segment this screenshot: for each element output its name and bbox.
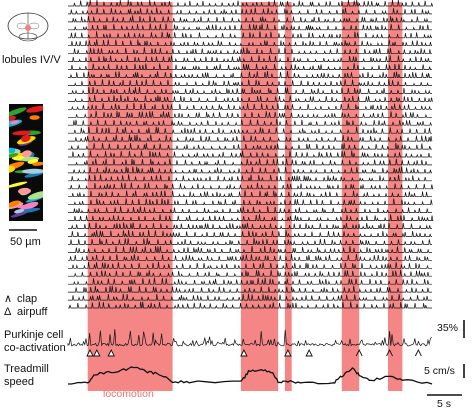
cell-trace [68,261,432,269]
cell-trace [68,118,432,126]
event-markers [86,348,422,357]
time-scale-label: 5 s [437,398,451,409]
airpuff-marker [93,348,101,357]
roi-blob [27,191,43,200]
cell-trace [68,79,432,86]
roi-blob [21,134,31,142]
cell-trace [68,285,432,293]
roi-blob [26,105,43,113]
airpuff-symbol: Δ [4,306,12,318]
airpuff-legend-label: airpuff [17,306,48,318]
airpuff-marker [107,348,115,357]
cell-trace [68,182,434,190]
speed-label-line1: Treadmill [4,363,49,375]
cell-trace [68,166,432,174]
clap-symbol: ∧ [4,293,12,305]
clap-marker [386,348,393,357]
cell-activity-traces [68,0,434,309]
cell-trace [68,31,432,39]
roi-blob [9,200,20,208]
cell-trace [68,198,433,206]
coactivation-label-line1: Purkinje cell [4,329,63,341]
roi-blob [9,115,16,123]
cell-trace [68,293,432,301]
roi-blob [12,130,32,136]
clap-marker [355,348,363,357]
cell-trace [68,94,433,102]
roi-blob [21,150,32,158]
coactivation-trace [67,329,432,347]
speed-trace [68,366,433,385]
cell-trace [68,158,432,166]
roi-blob [9,147,16,154]
airpuff-marker [240,348,248,357]
cell-trace [68,15,432,23]
cell-trace [68,126,432,134]
airpuff-marker [305,348,313,357]
coactivation-scale-label: 35% [437,322,458,334]
cell-trace [68,102,432,110]
roi-blob [22,168,43,174]
roi-scalebar-label: 50 µm [10,236,41,248]
cell-trace [68,150,432,158]
cell-trace [68,206,432,213]
brain-schematic [7,12,49,42]
airpuff-marker [86,348,94,357]
speed-scale-label: 5 cm/s [424,365,455,377]
cell-trace [68,301,432,309]
cell-trace [68,253,432,261]
cell-trace [68,277,432,285]
cell-trace [68,245,432,253]
roi-blob [9,165,16,173]
roi-map [9,104,43,221]
cell-trace [68,134,433,142]
cell-trace [68,190,432,198]
locomotion-label: locomotion [103,388,154,400]
recording-site-marker [25,25,31,31]
cell-trace [68,142,432,150]
cell-trace [68,214,434,221]
airpuff-marker [284,348,292,357]
cell-trace [68,0,434,7]
cell-trace [68,229,432,237]
clap-legend-label: clap [17,293,37,305]
roi-blob [18,187,31,195]
cell-trace [68,110,432,118]
coactivation-label-line2: co-activation [4,342,66,354]
cell-trace [68,55,432,62]
roi-blob [32,161,43,166]
event-legend: ∧ clap Δ airpuff [4,293,48,318]
coactivation-trace-group [67,329,432,347]
cell-trace [68,237,432,245]
speed-trace-group [68,366,433,385]
cell-trace [68,86,432,94]
roi-blob [9,107,27,117]
roi-blob [17,203,34,209]
cell-trace [68,23,432,31]
cell-trace [68,71,432,78]
roi-blob [14,209,25,214]
roi-blob [9,153,19,159]
roi-blob [15,211,25,216]
clap-marker [414,348,422,357]
cell-trace [68,7,432,15]
cell-trace [68,269,432,277]
roi-blob [9,181,28,188]
roi-blob [29,115,40,120]
cell-trace [68,174,432,182]
speed-label-line2: speed [4,376,34,388]
roi-blob [10,120,20,125]
region-label: lobules IV/V [2,54,61,66]
cell-trace [68,47,432,55]
cell-trace [68,39,432,47]
cell-trace [68,222,432,229]
cell-trace [68,63,432,70]
